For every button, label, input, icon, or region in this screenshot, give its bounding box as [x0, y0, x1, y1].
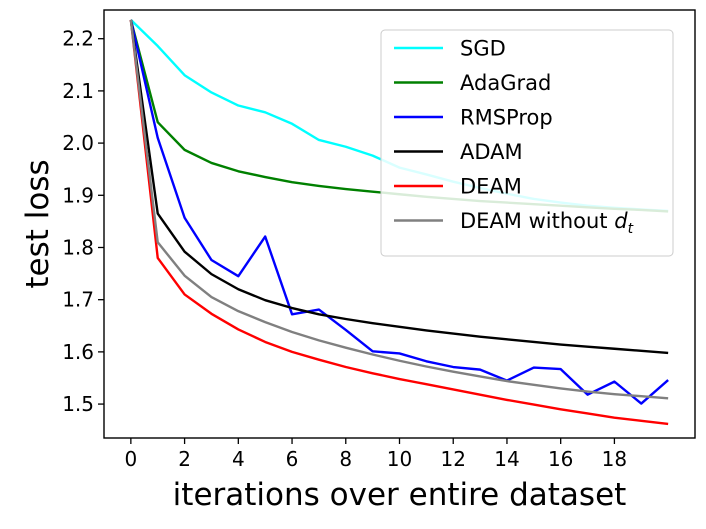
y-tick-label: 2.0	[62, 131, 94, 155]
y-tick-label: 1.8	[62, 235, 94, 259]
legend-box	[380, 29, 674, 257]
legend-item-deam-without-d-t: DEAM without dt	[394, 209, 634, 237]
series-line-deam	[129, 19, 669, 426]
y-tick-label: 2.2	[62, 27, 94, 51]
legend-label-text: DEAM without	[460, 209, 614, 233]
legend-label: RMSProp	[460, 106, 553, 130]
legend-label: AdaGrad	[460, 71, 551, 95]
x-tick-label: 14	[494, 447, 519, 471]
series-line-adam	[129, 19, 669, 355]
legend-math-symbol: d	[614, 209, 628, 233]
legend-item-deam: DEAM	[394, 175, 522, 199]
legend-label-text: SGD	[460, 37, 506, 61]
x-tick-label: 16	[548, 447, 573, 471]
legend-label-text: DEAM	[460, 175, 522, 199]
x-tick-label: 4	[232, 447, 245, 471]
legend-item-rmsprop: RMSProp	[394, 106, 553, 130]
y-tick-label: 1.6	[62, 340, 94, 364]
legend-item-adagrad: AdaGrad	[394, 71, 551, 95]
x-axis: 0 2 4 6 8 10 12 14 16 18	[124, 438, 627, 471]
x-tick-label: 2	[178, 447, 191, 471]
series-line-rmsprop	[129, 19, 669, 405]
x-tick-label: 12	[441, 447, 466, 471]
legend-item-sgd: SGD	[394, 37, 506, 61]
x-tick-label: 10	[387, 447, 412, 471]
legend-label: DEAM without dt	[460, 209, 634, 237]
legend-item-adam: ADAM	[394, 140, 523, 164]
legend-label-text: RMSProp	[460, 106, 553, 130]
x-tick-label: 6	[286, 447, 299, 471]
x-tick-label: 18	[602, 447, 627, 471]
legend-label-text: ADAM	[460, 140, 523, 164]
y-tick-label: 1.9	[62, 183, 94, 207]
y-tick-label: 2.1	[62, 79, 94, 103]
y-tick-label: 1.7	[62, 288, 94, 312]
legend-label-text: AdaGrad	[460, 71, 551, 95]
series-line-deam-without-d-t	[129, 19, 669, 400]
y-axis-title: test loss	[20, 159, 56, 288]
legend-label: DEAM	[460, 175, 522, 199]
y-tick-label: 1.5	[62, 392, 94, 416]
x-tick-label: 8	[339, 447, 352, 471]
legend-math-subscript: t	[628, 221, 634, 237]
legend-label: SGD	[460, 37, 506, 61]
y-axis: 1.5 1.6 1.7 1.8 1.9 2.0 2.1 2.2	[62, 27, 104, 416]
x-tick-label: 0	[124, 447, 137, 471]
legend-label: ADAM	[460, 140, 523, 164]
legend: SGD AdaGrad RMSProp ADAM DEAM DEAM without dt	[380, 29, 674, 257]
x-axis-title: iterations over entire dataset	[173, 477, 627, 513]
